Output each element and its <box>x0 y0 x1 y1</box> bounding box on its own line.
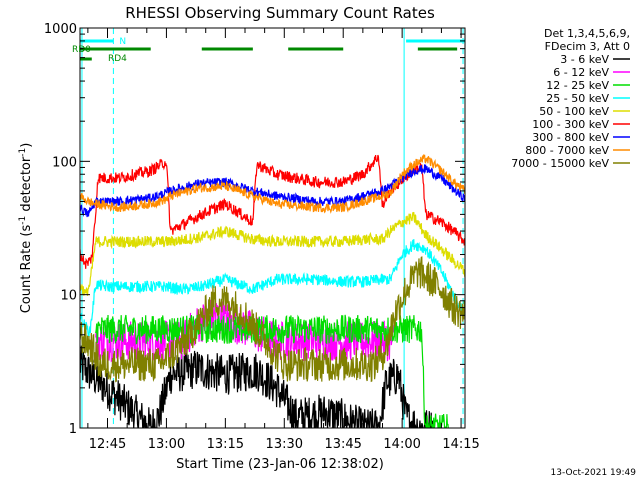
y-tick-label: 1000 <box>44 22 77 37</box>
legend-entry-label: 25 - 50 keV <box>546 92 609 105</box>
footer-timestamp: 13-Oct-2021 19:49 <box>551 468 637 478</box>
legend-entry-label: 300 - 800 keV <box>532 131 609 144</box>
y-axis-label-sup: -1 <box>18 148 28 157</box>
legend-entry-label: 800 - 7000 keV <box>525 144 609 157</box>
y-axis-ticks: 1 10 100 1000 <box>44 22 465 437</box>
series-line-4 <box>80 239 465 337</box>
legend: Det 1,3,4,5,6,9,FDecim 3, Att 03 - 6 keV… <box>511 27 630 170</box>
state-flags-layer <box>80 39 465 61</box>
legend-entry-label: 6 - 12 keV <box>553 66 609 79</box>
legend-entry-label: 50 - 100 keV <box>539 105 609 118</box>
legend-entry-label: 3 - 6 keV <box>560 53 609 66</box>
legend-entry-label: 12 - 25 keV <box>546 79 609 92</box>
x-tick-label: 13:15 <box>207 437 244 452</box>
y-tick-label: 10 <box>60 289 77 304</box>
series-line-8 <box>80 153 465 214</box>
y-tick-label: 1 <box>69 422 77 437</box>
legend-header: Det 1,3,4,5,6,9, <box>544 27 630 40</box>
legend-header: FDecim 3, Att 0 <box>545 40 630 53</box>
plot-frame <box>79 27 466 429</box>
flag-label: RD0 <box>72 45 91 55</box>
series-line-1 <box>80 345 434 428</box>
flag-label: RD4 <box>108 54 127 64</box>
x-tick-label: 14:00 <box>383 437 420 452</box>
x-axis-label: Start Time (23-Jan-06 12:38:02) <box>176 457 384 472</box>
x-axis-ticks: 12:45 13:00 13:15 13:30 13:45 14:00 14:15 <box>87 28 480 452</box>
x-tick-label: 14:15 <box>442 437 479 452</box>
x-tick-label: 13:00 <box>148 437 185 452</box>
y-axis-label-sup: -1 <box>18 216 28 225</box>
chart-title: RHESSI Observing Summary Count Rates <box>125 4 435 22</box>
flag-label: N <box>119 37 126 47</box>
legend-entry-label: 100 - 300 keV <box>532 118 609 131</box>
series-line-9 <box>80 256 465 383</box>
x-tick-label: 12:45 <box>89 437 126 452</box>
x-tick-label: 13:30 <box>266 437 303 452</box>
y-axis-label-part: Count Rate (s <box>19 225 34 314</box>
series-line-5 <box>80 211 465 296</box>
y-axis-label-part: ) <box>19 143 34 148</box>
x-tick-label: 13:45 <box>324 437 361 452</box>
series-layer <box>80 153 465 428</box>
legend-entry-label: 7000 - 15000 keV <box>511 157 609 170</box>
y-axis-label: Count Rate (s-1 detector-1) <box>18 143 34 314</box>
y-axis-label-part: detector <box>19 156 34 216</box>
y-tick-label: 100 <box>52 155 77 170</box>
